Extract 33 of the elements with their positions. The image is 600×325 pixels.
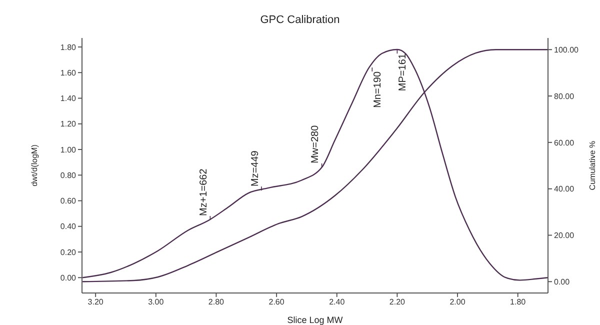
y-tick-label: 1.00 — [60, 145, 77, 154]
annotation: Mz+1=662 — [198, 168, 210, 216]
y-axis-title: dwt/d(logM) — [30, 144, 39, 186]
x-axis-title: Slice Log MW — [287, 315, 344, 325]
y-tick-label: 0.00 — [60, 273, 77, 282]
annotation: Mn=190 — [372, 71, 384, 108]
y2-axis-title: Cumulative % — [588, 140, 597, 190]
x-tick-label: 2.80 — [208, 298, 225, 307]
y-tick-label: 1.20 — [60, 120, 77, 129]
y2-tick-label: 80.00 — [554, 92, 575, 101]
x-tick-label: 1.80 — [510, 298, 526, 307]
annotation: Mw=280 — [310, 124, 322, 164]
annotation: MP=161 — [398, 53, 409, 92]
x-tick-label: 2.60 — [268, 298, 285, 307]
y-tick-label: 0.80 — [60, 170, 77, 180]
y-tick-label: 1.40 — [60, 94, 77, 104]
y2-tick-label: 100.00 — [554, 45, 580, 54]
x-tick-label: 2.20 — [389, 298, 406, 307]
y2-tick-label: 60.00 — [554, 138, 575, 148]
x-tick-label: 3.00 — [148, 298, 164, 307]
x-tick-label: 2.00 — [450, 298, 466, 307]
x-tick-label: 3.20 — [88, 298, 104, 307]
chart-title: GPC Calibration — [259, 14, 341, 26]
annotation: Mz=449 — [250, 150, 261, 186]
y2-tick-label: 40.00 — [554, 184, 575, 194]
y-tick-label: 0.60 — [60, 196, 77, 206]
y-tick-label: 1.60 — [60, 68, 77, 78]
y2-tick-label: 20.00 — [554, 231, 575, 240]
y2-tick-label: 0.00 — [554, 277, 570, 286]
y-tick-label: 0.40 — [60, 222, 77, 232]
y-tick-label: 1.80 — [60, 42, 77, 52]
x-tick-label: 2.40 — [329, 298, 346, 307]
y-tick-label: 0.20 — [60, 248, 77, 257]
